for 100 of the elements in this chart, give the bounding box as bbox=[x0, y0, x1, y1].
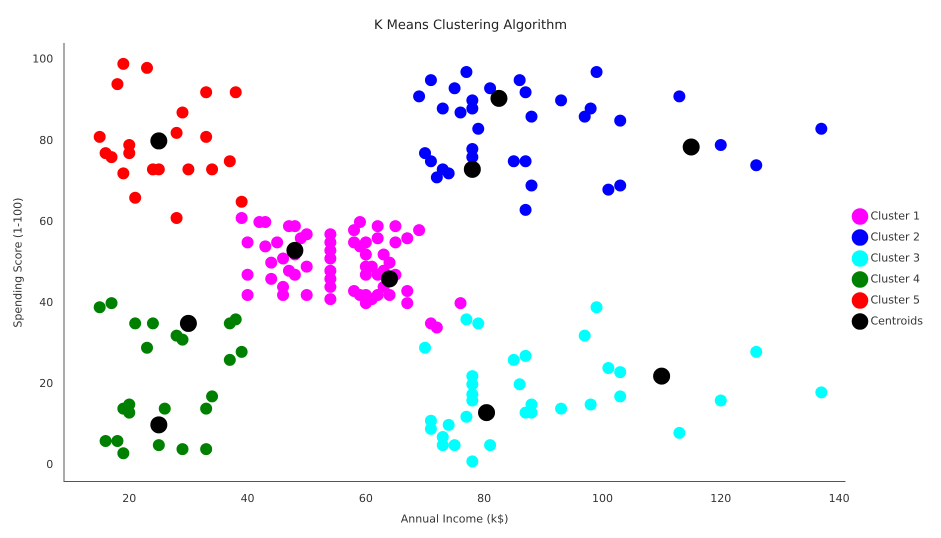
point bbox=[146, 317, 159, 330]
point bbox=[236, 346, 248, 358]
point bbox=[224, 155, 236, 168]
y-tick-label: 80 bbox=[39, 134, 54, 147]
point bbox=[381, 270, 398, 288]
point bbox=[182, 163, 194, 176]
point bbox=[590, 301, 603, 314]
y-tick-label: 60 bbox=[39, 214, 54, 228]
point bbox=[614, 114, 626, 127]
point bbox=[94, 301, 106, 314]
y-tick-label: 20 bbox=[39, 377, 54, 390]
point bbox=[514, 74, 526, 86]
point bbox=[111, 435, 124, 448]
legend-label: Cluster 2 bbox=[870, 230, 920, 244]
point bbox=[129, 317, 142, 330]
point bbox=[448, 439, 461, 452]
point bbox=[176, 334, 188, 346]
point bbox=[419, 342, 432, 354]
legend-label: Centroids bbox=[870, 314, 924, 328]
y-tick-label: 40 bbox=[39, 296, 54, 310]
legend-label: Cluster 1 bbox=[870, 209, 920, 222]
point bbox=[200, 86, 212, 98]
point bbox=[419, 147, 432, 160]
point bbox=[602, 362, 614, 374]
point bbox=[117, 447, 130, 460]
point bbox=[236, 196, 248, 208]
point bbox=[478, 404, 496, 422]
point bbox=[106, 297, 118, 310]
point bbox=[673, 426, 686, 439]
point bbox=[555, 94, 568, 106]
x-tick-label: 20 bbox=[122, 492, 136, 506]
point bbox=[206, 163, 218, 176]
legend-label: Cluster 4 bbox=[870, 272, 920, 286]
point bbox=[442, 418, 455, 431]
point bbox=[224, 354, 236, 366]
point bbox=[584, 102, 597, 114]
y-tick-label: 0 bbox=[46, 458, 54, 472]
point bbox=[158, 402, 171, 415]
point bbox=[514, 378, 526, 390]
point bbox=[424, 155, 437, 168]
point bbox=[460, 66, 472, 78]
point bbox=[508, 155, 520, 168]
point bbox=[653, 368, 670, 385]
point bbox=[750, 159, 762, 172]
point bbox=[230, 86, 242, 98]
point bbox=[442, 167, 455, 180]
chart-title: K Means Clustering Algorithm bbox=[374, 18, 568, 34]
point bbox=[454, 106, 467, 119]
point bbox=[180, 314, 197, 332]
point bbox=[170, 212, 183, 224]
point bbox=[436, 102, 449, 114]
x-tick-label: 100 bbox=[592, 492, 613, 506]
point bbox=[602, 184, 614, 196]
point bbox=[176, 443, 188, 456]
x-tick-label: 40 bbox=[240, 492, 255, 506]
point bbox=[815, 122, 828, 135]
point bbox=[206, 390, 218, 402]
point bbox=[106, 151, 118, 164]
point bbox=[200, 402, 212, 415]
x-tick-label: 140 bbox=[828, 492, 850, 506]
point bbox=[590, 66, 603, 78]
point bbox=[472, 122, 484, 135]
point bbox=[520, 86, 532, 98]
legend-label: Cluster 5 bbox=[870, 293, 920, 306]
legend-label: Cluster 3 bbox=[870, 251, 920, 264]
point bbox=[682, 138, 700, 156]
x-tick-label: 60 bbox=[358, 492, 373, 506]
point bbox=[141, 342, 154, 354]
point bbox=[170, 126, 183, 139]
point bbox=[520, 155, 532, 168]
y-axis-title: Spending Score (1-100) bbox=[11, 198, 24, 328]
point bbox=[815, 386, 828, 398]
point bbox=[448, 82, 461, 94]
point bbox=[150, 132, 168, 150]
point bbox=[614, 390, 626, 402]
point bbox=[484, 82, 496, 94]
point bbox=[508, 354, 520, 366]
point bbox=[714, 394, 727, 406]
point bbox=[584, 398, 597, 411]
point bbox=[578, 330, 591, 342]
point bbox=[714, 138, 727, 151]
point bbox=[578, 110, 591, 123]
point bbox=[152, 439, 165, 452]
point bbox=[413, 90, 426, 102]
point bbox=[176, 106, 188, 119]
point bbox=[286, 242, 304, 259]
point bbox=[117, 167, 130, 180]
point bbox=[150, 416, 168, 434]
point bbox=[525, 180, 538, 192]
point bbox=[520, 204, 532, 216]
point bbox=[200, 130, 212, 143]
point bbox=[520, 350, 532, 362]
point bbox=[460, 313, 472, 326]
point bbox=[466, 455, 478, 468]
point bbox=[673, 90, 686, 102]
point bbox=[750, 346, 762, 358]
point bbox=[129, 192, 142, 204]
x-tick-label: 120 bbox=[710, 492, 732, 506]
point bbox=[430, 171, 443, 184]
point bbox=[94, 130, 106, 143]
